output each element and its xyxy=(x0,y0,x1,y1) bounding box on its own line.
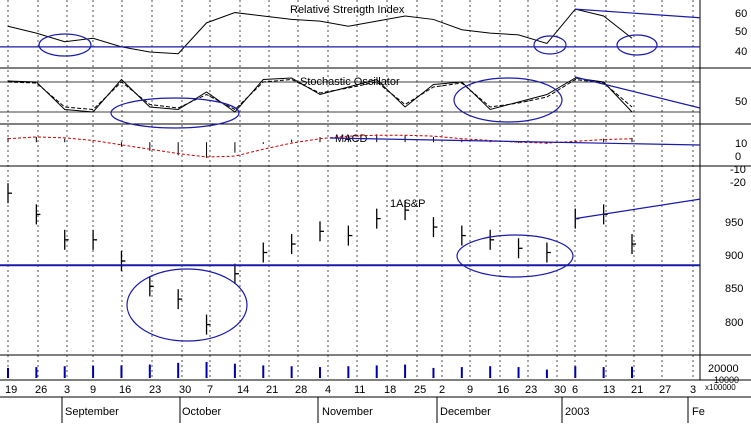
rsi-title: Relative Strength Index xyxy=(290,4,405,16)
x-tick-label: 11 xyxy=(354,384,365,396)
month-label: November xyxy=(322,406,373,418)
x-tick-label: 26 xyxy=(35,384,47,396)
volume-bar xyxy=(177,362,180,378)
rsi-highlight-ellipse xyxy=(533,35,567,55)
x-tick-label: 13 xyxy=(603,384,615,396)
x-axis-labels: 19 26 3 9 16 23 30 7 14 21 28 4 11 18 25 2 9 16 23 30 6 13 21 2… xyxy=(5,384,705,423)
volume-bar xyxy=(404,364,407,378)
price-highlight-ellipse xyxy=(126,268,248,342)
rsi-trend-line xyxy=(574,8,701,19)
volume-bar xyxy=(148,364,151,378)
x-tick-label: 16 xyxy=(497,384,509,396)
x-tick-label: 23 xyxy=(525,384,537,396)
month-label: Fe xyxy=(692,406,705,418)
month-label: December xyxy=(440,406,491,418)
volume-multiplier: x100000 xyxy=(705,383,736,392)
stochastic-trend-line xyxy=(574,76,701,109)
x-tick-label: 21 xyxy=(631,384,643,396)
macd-tick-minus10: -10 xyxy=(730,164,746,176)
volume-bar xyxy=(233,363,236,378)
month-label: 2003 xyxy=(565,406,589,418)
macd-tick-0: 0 xyxy=(735,151,741,163)
chart-marks xyxy=(0,0,751,398)
panel-macd: MACD 10 0 -10 -20 xyxy=(335,133,747,189)
volume-bar xyxy=(602,367,605,378)
volume-bar xyxy=(205,362,208,378)
volume-bar xyxy=(262,365,265,378)
month-label: October xyxy=(182,406,221,418)
macd-trend-line xyxy=(329,137,701,146)
price-tick-950: 950 xyxy=(725,217,743,229)
rsi-tick-60: 60 xyxy=(735,8,747,20)
rsi-tick-50: 50 xyxy=(735,26,747,38)
x-tick-label: 14 xyxy=(237,384,249,396)
macd-signal-line xyxy=(7,134,633,158)
x-tick-label: 21 xyxy=(266,384,278,396)
panel-price: 1AS&P 950 900 850 800 xyxy=(390,198,743,329)
x-tick-label: 27 xyxy=(659,384,671,396)
volume-bar xyxy=(35,367,38,378)
price-tick-850: 850 xyxy=(725,283,743,295)
x-tick-label: 19 xyxy=(5,384,17,396)
volume-bar xyxy=(7,367,9,378)
volume-bar xyxy=(517,367,520,378)
rsi-tick-40: 40 xyxy=(735,46,747,58)
stochastic-highlight-ellipse xyxy=(453,77,563,123)
volume-bar xyxy=(432,367,435,378)
rsi-highlight-ellipse xyxy=(38,33,92,57)
macd-tick-10: 10 xyxy=(735,138,747,150)
rsi-line xyxy=(7,8,633,55)
price-tick-900: 900 xyxy=(725,250,743,262)
volume-bar xyxy=(631,366,633,378)
panel-volume: 20000 10000 x100000 xyxy=(705,363,739,392)
volume-bar xyxy=(290,366,293,378)
volume-bar xyxy=(347,366,350,378)
volume-bar xyxy=(489,366,492,378)
volume-bar xyxy=(545,369,548,378)
x-tick-label: 30 xyxy=(554,384,566,396)
price-trend-line xyxy=(574,198,701,220)
stochastic-d-line xyxy=(7,78,633,111)
volume-bar xyxy=(574,366,577,378)
volume-bar xyxy=(63,366,66,378)
x-tick-label: 7 xyxy=(207,384,213,396)
volume-bar xyxy=(460,367,463,378)
stochastic-tick-50: 50 xyxy=(735,96,747,108)
stochastic-highlight-ellipse xyxy=(110,97,240,129)
volume-bar xyxy=(120,365,123,378)
stochastic-k-line xyxy=(7,77,633,113)
volume-bar xyxy=(375,365,378,378)
x-tick-label: 16 xyxy=(119,384,131,396)
x-tick-label: 6 xyxy=(572,384,578,396)
x-tick-label: 9 xyxy=(90,384,96,396)
price-title: 1AS&P xyxy=(390,198,425,210)
volume-bar xyxy=(319,367,321,378)
volume-tick-20000: 20000 xyxy=(708,363,739,375)
x-tick-label: 28 xyxy=(295,384,307,396)
macd-tick-minus20: -20 xyxy=(730,177,746,189)
x-tick-label: 9 xyxy=(467,384,473,396)
x-tick-label: 2 xyxy=(439,384,445,396)
panel-rsi: Relative Strength Index 60 50 40 xyxy=(290,4,747,58)
x-tick-label: 30 xyxy=(179,384,191,396)
x-tick-label: 18 xyxy=(384,384,396,396)
price-tick-800: 800 xyxy=(725,317,743,329)
rsi-highlight-ellipse xyxy=(616,34,658,56)
x-tick-label: 23 xyxy=(149,384,161,396)
price-highlight-ellipse xyxy=(456,234,574,278)
x-tick-label: 3 xyxy=(64,384,70,396)
x-tick-label: 4 xyxy=(325,384,331,396)
month-label: September xyxy=(65,406,119,418)
x-tick-label: 3 xyxy=(690,384,696,396)
x-tick-label: 25 xyxy=(414,384,426,396)
volume-bar xyxy=(92,365,95,378)
